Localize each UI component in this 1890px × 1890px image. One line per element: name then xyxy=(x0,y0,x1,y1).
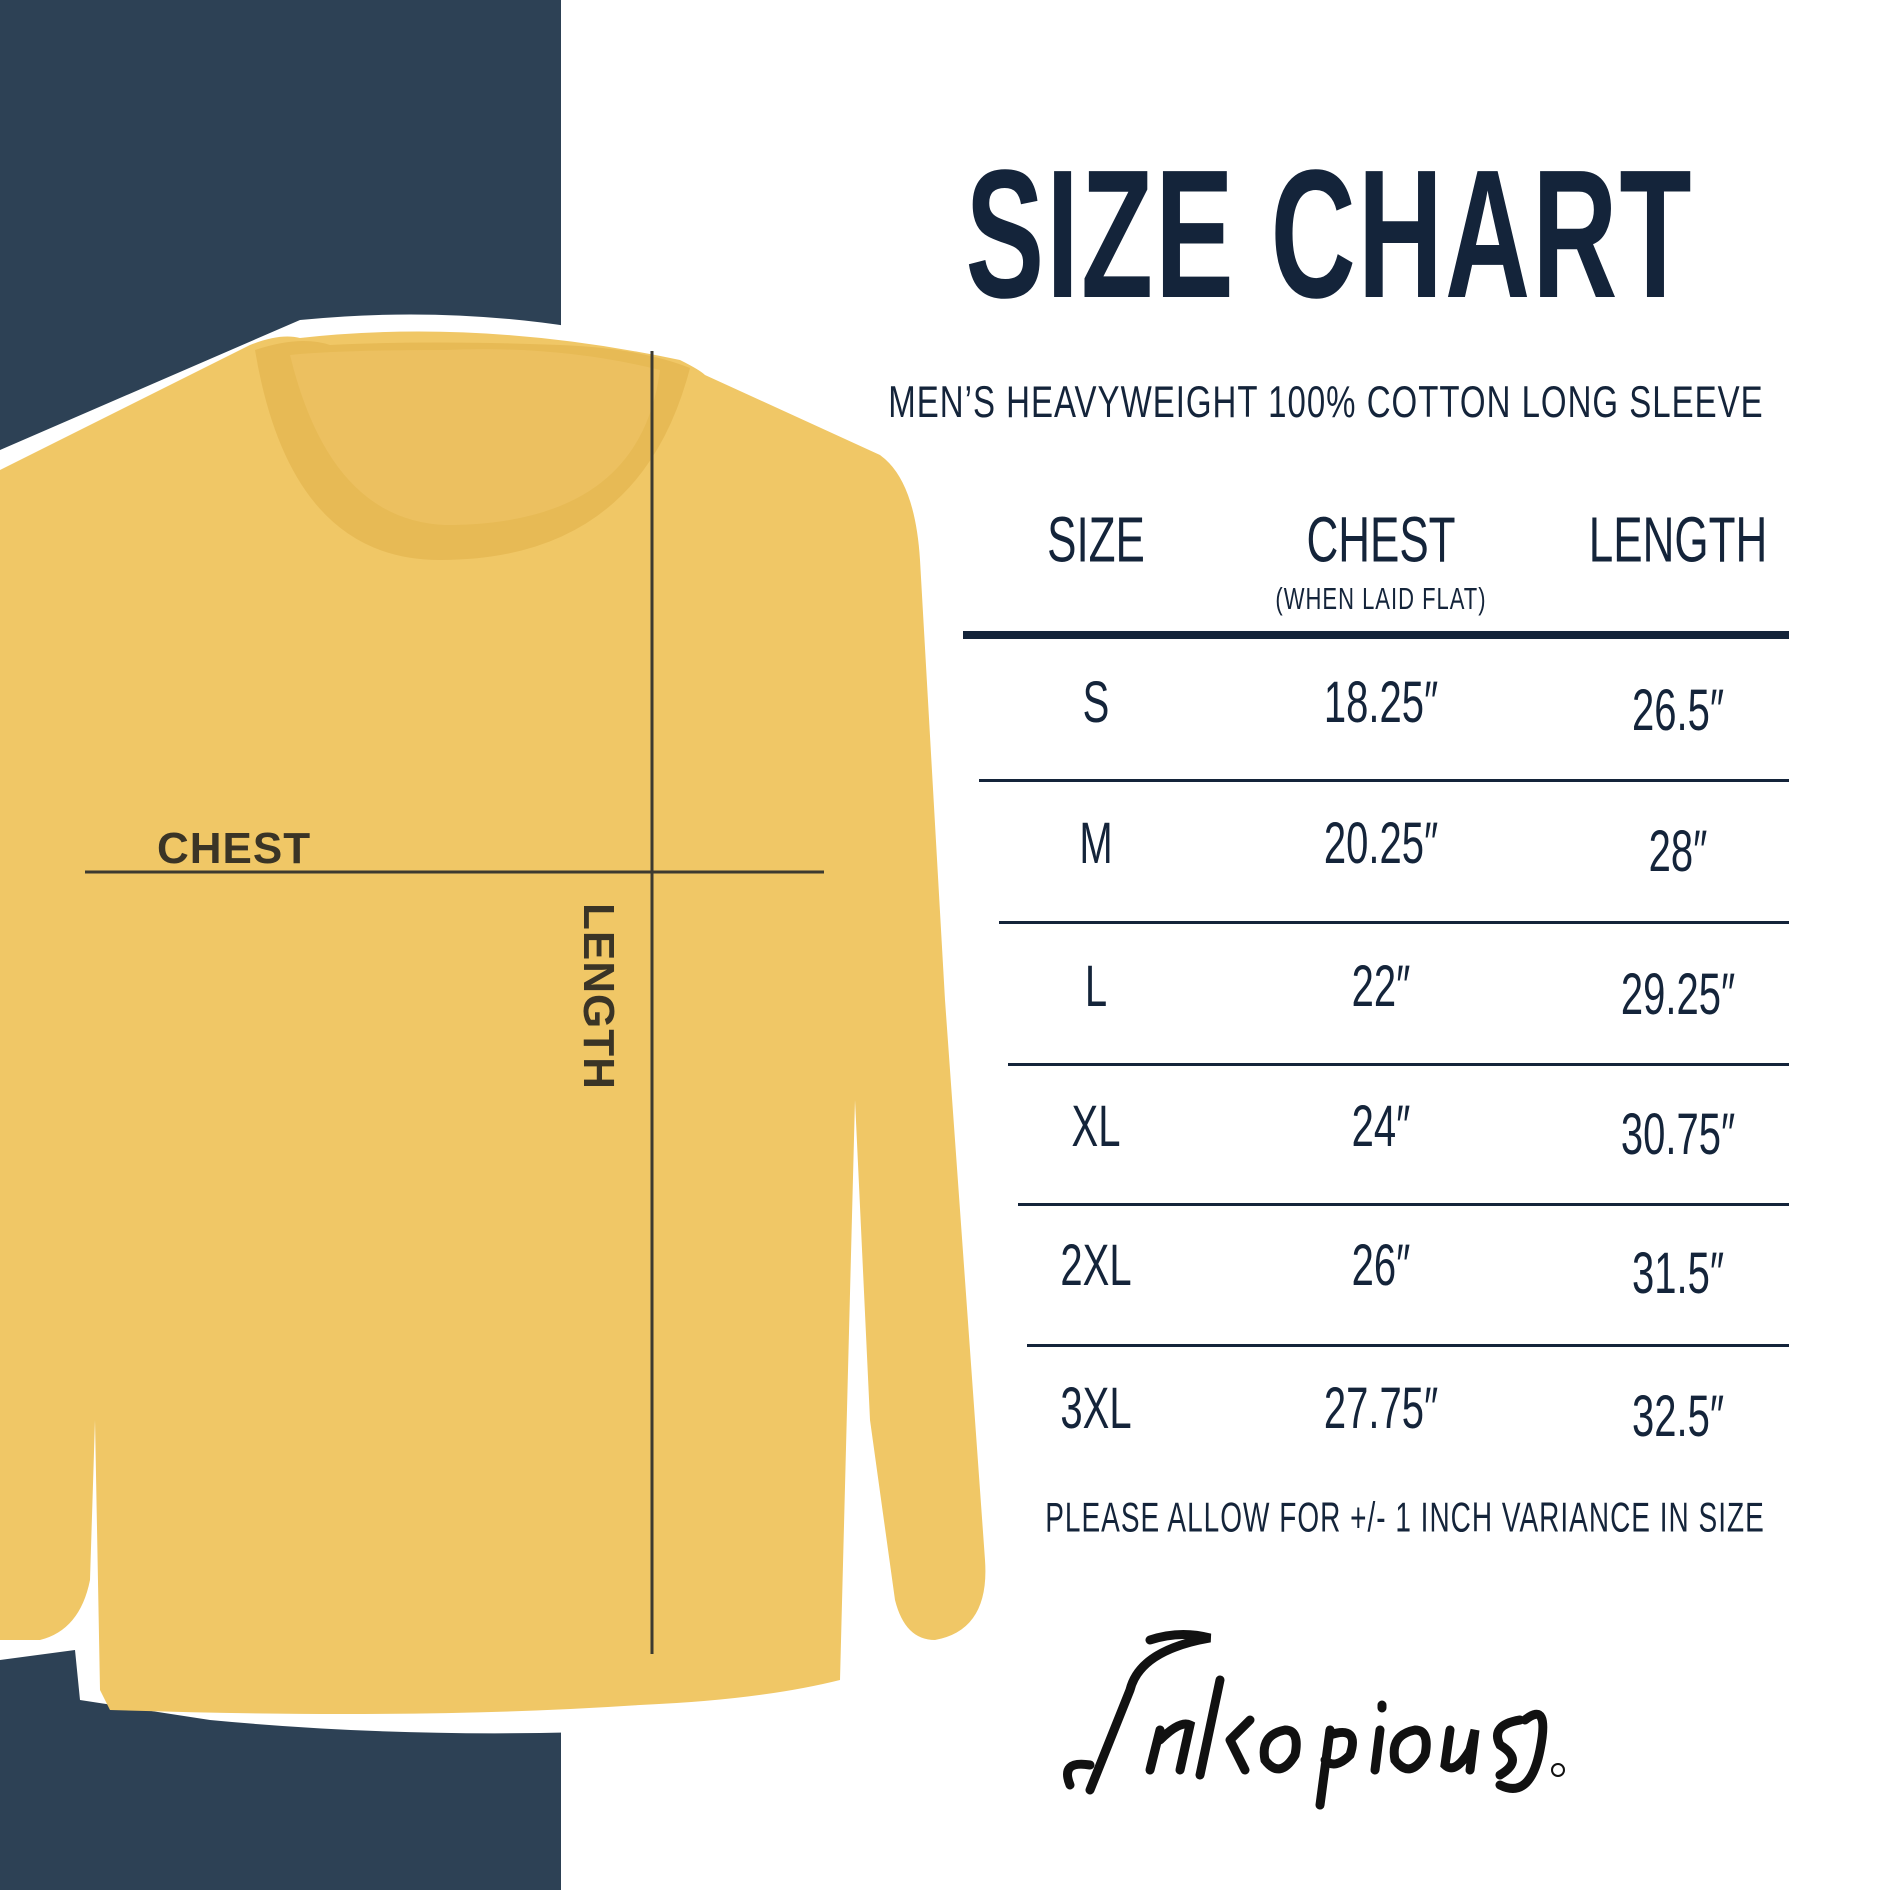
header-divider xyxy=(963,631,1789,639)
cell-length: 32.5″ xyxy=(1631,1385,1724,1449)
cell-size: 2XL xyxy=(1060,1234,1132,1298)
chest-label: CHEST xyxy=(157,824,312,873)
cell-chest: 27.75″ xyxy=(1323,1377,1439,1441)
cell-chest: 22″ xyxy=(1351,955,1411,1019)
cell-size: M xyxy=(1079,812,1113,876)
row-divider xyxy=(1008,1063,1789,1066)
cell-size: XL xyxy=(1071,1095,1121,1159)
cell-length: 31.5″ xyxy=(1631,1242,1724,1306)
cell-length: 26.5″ xyxy=(1631,679,1724,743)
column-header-chest: CHEST xyxy=(1306,504,1456,576)
cell-length: 30.75″ xyxy=(1620,1103,1736,1167)
cell-chest: 26″ xyxy=(1351,1234,1411,1298)
inkopious-logo xyxy=(1063,1630,1565,1810)
cell-length: 29.25″ xyxy=(1620,963,1736,1027)
subtitle: MEN’S HEAVYWEIGHT 100% COTTON LONG SLEEV… xyxy=(888,376,1764,427)
row-divider xyxy=(1027,1344,1789,1347)
cell-chest: 18.25″ xyxy=(1323,671,1439,735)
cell-size: 3XL xyxy=(1060,1377,1132,1441)
cell-size: L xyxy=(1084,955,1108,1019)
cell-chest: 20.25″ xyxy=(1323,812,1439,876)
cell-size: S xyxy=(1082,671,1110,735)
cell-chest: 24″ xyxy=(1351,1095,1411,1159)
column-subheader-chest: (WHEN LAID FLAT) xyxy=(1275,580,1487,616)
variance-note: PLEASE ALLOW FOR +/- 1 INCH VARIANCE IN … xyxy=(1045,1494,1765,1541)
column-header-size: SIZE xyxy=(1047,504,1145,576)
cell-length: 28″ xyxy=(1648,820,1708,884)
length-label: LENGTH xyxy=(574,903,623,1090)
page-title: SIZE CHART xyxy=(965,132,1694,338)
column-header-length: LENGTH xyxy=(1588,504,1768,576)
row-divider xyxy=(1018,1203,1789,1206)
row-divider xyxy=(979,779,1789,782)
row-divider xyxy=(999,921,1789,924)
